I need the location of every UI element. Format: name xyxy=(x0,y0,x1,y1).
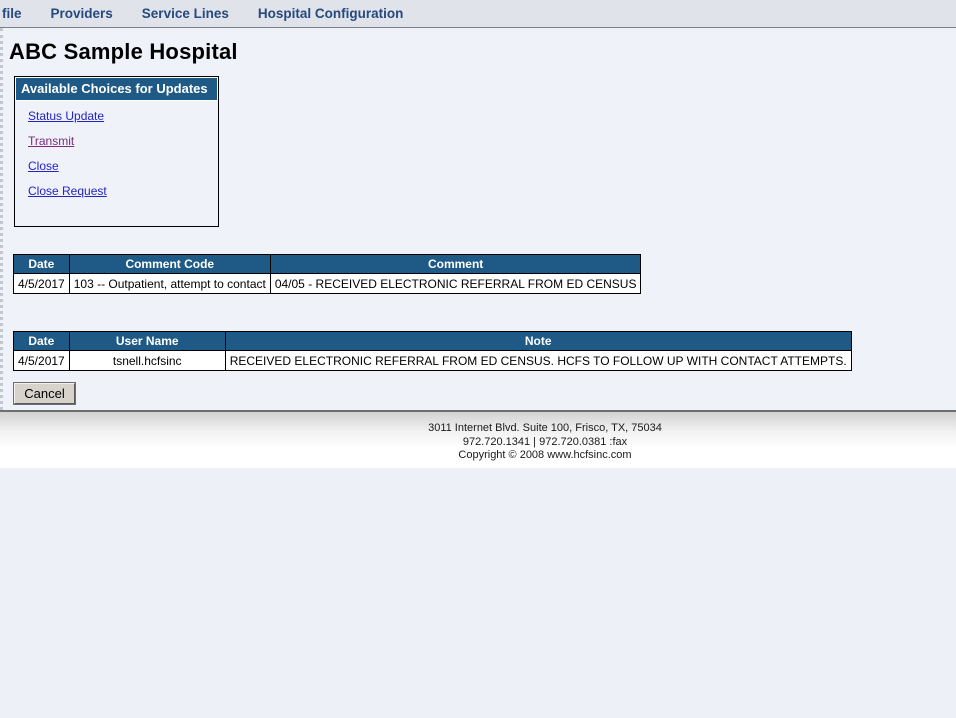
note-date-cell: 4/5/2017 xyxy=(13,350,70,371)
nav-item-file[interactable]: file xyxy=(2,6,22,21)
comment-date-cell: 4/5/2017 xyxy=(13,273,70,294)
close-link[interactable]: Close xyxy=(28,159,59,173)
comments-table-header-row: Date Comment Code Comment xyxy=(13,254,642,274)
footer-address: 3011 Internet Blvd. Suite 100, Frisco, T… xyxy=(428,422,662,434)
notes-header-note: Note xyxy=(224,331,852,351)
nav-item-hospital-configuration[interactable]: Hospital Configuration xyxy=(257,6,404,21)
nav-item-service-lines[interactable]: Service Lines xyxy=(141,6,229,21)
top-navbar: file Providers Service Lines Hospital Co… xyxy=(0,0,956,28)
notes-table-header-row: Date User Name Note xyxy=(13,331,852,351)
note-text-cell: RECEIVED ELECTRONIC REFERRAL FROM ED CEN… xyxy=(224,350,852,371)
notes-table-row: 4/5/2017 tsnell.hcfsinc RECEIVED ELECTRO… xyxy=(13,350,852,371)
comments-header-comment: Comment xyxy=(269,254,642,274)
page-title: ABC Sample Hospital xyxy=(9,39,238,64)
notes-table: Date User Name Note 4/5/2017 tsnell.hcfs… xyxy=(13,331,852,371)
comments-header-date: Date xyxy=(13,254,70,274)
available-choices-header: Available Choices for Updates xyxy=(15,77,218,101)
cancel-button[interactable]: Cancel xyxy=(13,382,76,405)
available-choices-links: Status Update Transmit Close Close Reque… xyxy=(15,101,218,226)
comments-table: Date Comment Code Comment 4/5/2017 103 -… xyxy=(13,254,642,294)
footer-text-block: 3011 Internet Blvd. Suite 100, Frisco, T… xyxy=(0,412,956,463)
bottom-filler xyxy=(0,468,956,718)
main-content: ABC Sample Hospital Available Choices fo… xyxy=(0,28,956,410)
notes-header-user-name: User Name xyxy=(68,331,226,351)
notes-header-date: Date xyxy=(13,331,70,351)
nav-item-providers[interactable]: Providers xyxy=(50,6,113,21)
comments-header-comment-code: Comment Code xyxy=(68,254,271,274)
available-choices-panel: Available Choices for Updates Status Upd… xyxy=(14,76,219,227)
footer-phone: 972.720.1341 | 972.720.0381 :fax xyxy=(462,435,628,448)
note-user-name-cell: tsnell.hcfsinc xyxy=(68,350,226,371)
status-update-link[interactable]: Status Update xyxy=(28,109,105,123)
comment-text-cell: 04/05 - RECEIVED ELECTRONIC REFERRAL FRO… xyxy=(269,273,642,294)
transmit-link[interactable]: Transmit xyxy=(28,134,75,148)
footer-copyright: Copyright © 2008 www.hcfsinc.com xyxy=(458,449,632,461)
comments-table-row: 4/5/2017 103 -- Outpatient, attempt to c… xyxy=(13,273,642,294)
page-footer: 3011 Internet Blvd. Suite 100, Frisco, T… xyxy=(0,410,956,468)
close-request-link[interactable]: Close Request xyxy=(28,184,107,198)
comment-code-cell: 103 -- Outpatient, attempt to contact xyxy=(68,273,271,294)
